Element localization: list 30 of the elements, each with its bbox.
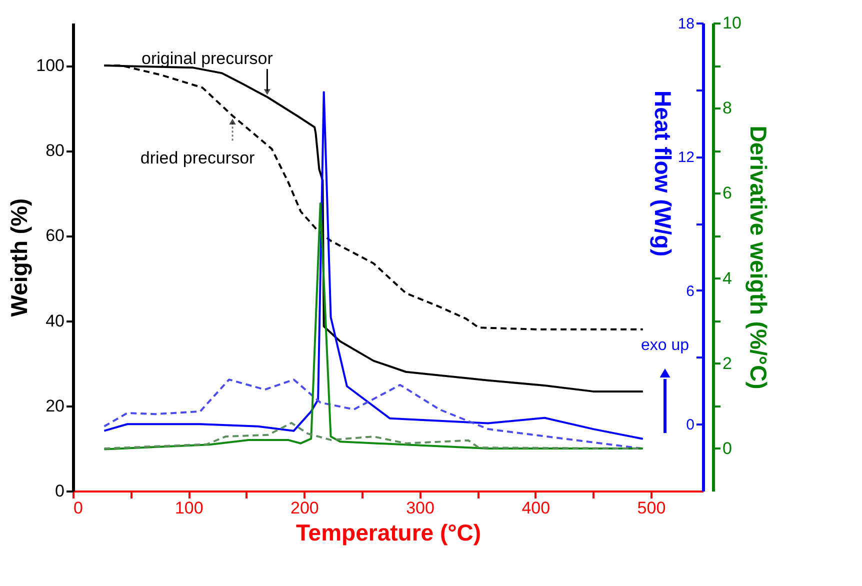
y-tick-label: 80 (46, 141, 64, 160)
y-tick-label: 100 (36, 56, 64, 76)
y-tick-label: 60 (46, 226, 64, 246)
x-tick-label: 0 (74, 498, 83, 518)
x-axis-title: Temperature (°C) (296, 520, 482, 546)
y2-tick-label: 6 (686, 282, 694, 300)
x-tick-label: 400 (522, 498, 550, 518)
y3-tick-label: 4 (722, 268, 732, 288)
y-tick-label: 20 (46, 396, 64, 416)
y2-axis-title: Heat flow (W/g) (650, 90, 676, 257)
x-tick-label: 300 (406, 498, 434, 518)
y-tick-label: 40 (46, 311, 64, 330)
annotation: exo up (640, 337, 690, 354)
y2-tick-label: 18 (678, 16, 694, 32)
y3-axis-title: Derivative weigth (%/°C) (745, 126, 772, 390)
x-tick-label: 200 (290, 498, 319, 518)
x-tick-label: 500 (637, 498, 666, 518)
y3-tick-label: 0 (722, 438, 732, 458)
annotation: original precursor (142, 49, 274, 68)
y2-tick-label: 0 (686, 416, 694, 434)
y3-tick-label: 8 (722, 98, 732, 118)
annotation: dried precursor (140, 148, 256, 168)
y-axis-title: Weigth (%) (6, 198, 32, 317)
y-tick-label: 0 (55, 482, 64, 500)
y3-tick-label: 10 (722, 14, 742, 32)
line-series (103, 422, 644, 450)
y2-tick-label: 12 (678, 149, 694, 166)
y3-tick-label: 6 (722, 184, 732, 203)
y3-tick-label: 2 (722, 354, 732, 373)
x-tick-label: 100 (174, 498, 204, 518)
